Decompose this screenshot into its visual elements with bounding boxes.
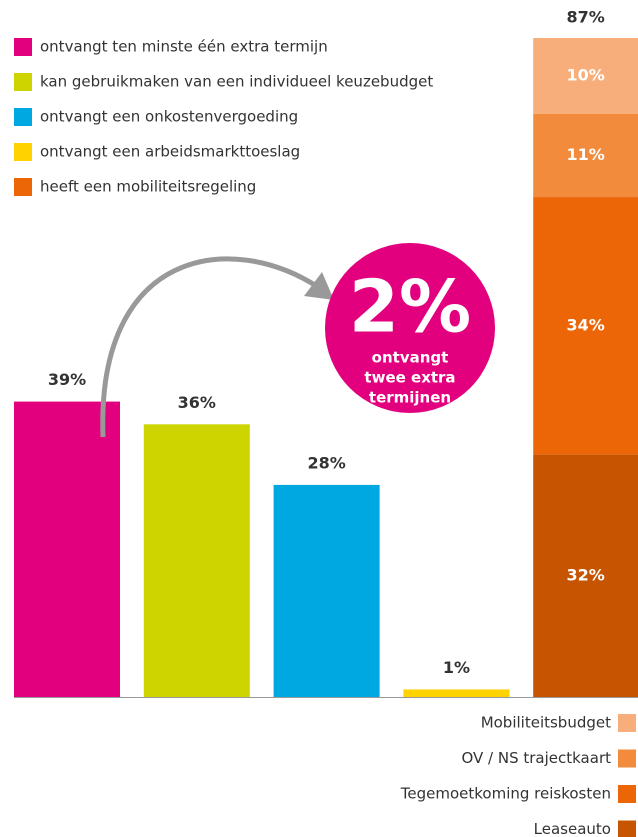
annotation-value: 2% (349, 265, 471, 349)
annotation-text: ontvangt (372, 349, 449, 367)
stack-segment (533, 38, 638, 114)
bar (143, 424, 250, 697)
arrow-head (304, 272, 334, 300)
legend-swatch (14, 178, 32, 196)
value-label: 39% (48, 370, 86, 389)
legend-swatch (618, 749, 636, 768)
stack-segment (533, 454, 638, 697)
legend-swatch (14, 143, 32, 161)
segment-label: 34% (566, 315, 604, 334)
legend-swatch (618, 820, 636, 837)
legend-swatch (14, 108, 32, 126)
annotation-circle (325, 243, 495, 413)
stack-segment (533, 113, 638, 198)
annotation-text: twee extra (364, 369, 455, 387)
legend-swatch (14, 38, 32, 56)
annotation-text: termijnen (369, 389, 451, 407)
segment-label: 32% (566, 565, 604, 584)
legend-label: heeft een mobiliteitsregeling (40, 178, 256, 196)
legend-label: kan gebruikmaken van een individueel keu… (40, 73, 433, 91)
legend-label: ontvangt ten minste één extra termijn (40, 38, 328, 56)
bar (14, 401, 120, 697)
legend-label: Mobiliteitsbudget (481, 714, 611, 732)
value-label: 28% (307, 453, 345, 472)
legend-label: Leaseauto (534, 820, 611, 837)
arrow (100, 256, 320, 438)
bar (273, 484, 380, 697)
legend-label: Tegemoetkoming reiskosten (400, 785, 611, 803)
legend-swatch (14, 73, 32, 91)
bar (403, 689, 510, 697)
total-label: 87% (566, 8, 604, 27)
legend-swatch (618, 714, 636, 732)
legend-swatch (618, 785, 636, 803)
segment-label: 10% (566, 65, 604, 84)
value-label: 36% (178, 393, 216, 412)
value-label: 1% (443, 658, 470, 677)
legend-label: OV / NS trajectkaart (461, 749, 611, 767)
stack-segment (533, 197, 638, 455)
legend-label: ontvangt een arbeidsmarkttoeslag (40, 143, 300, 161)
segment-label: 11% (566, 145, 604, 164)
legend-label: ontvangt een onkostenvergoeding (40, 108, 298, 126)
